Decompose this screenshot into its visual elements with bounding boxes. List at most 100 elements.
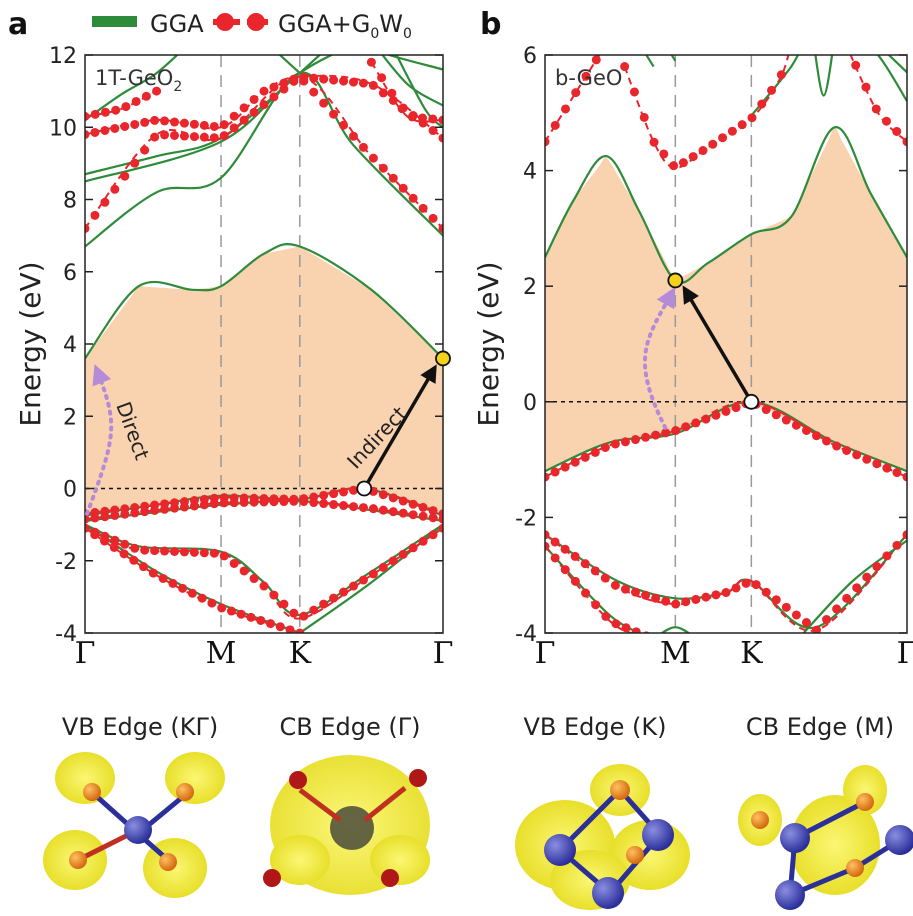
gw-data-point [882, 463, 892, 473]
gw-data-point [377, 73, 387, 83]
gw-data-point [842, 593, 852, 603]
gw-data-point [109, 542, 119, 552]
gw-data-point [721, 588, 731, 598]
gw-data-point [398, 496, 408, 506]
gw-data-point [378, 490, 388, 500]
gw-data-point [659, 149, 669, 159]
gw-data-point [199, 120, 209, 130]
gw-data-point [170, 503, 179, 513]
gw-data-point [751, 580, 761, 590]
gw-data-point [428, 114, 438, 124]
gw-data-point [150, 505, 160, 515]
gw-data-point [378, 88, 388, 98]
gw-data-point [771, 595, 781, 605]
gw-data-point [781, 602, 791, 612]
y-tick-label: 0 [523, 391, 537, 416]
y-tick-label: 2 [523, 275, 537, 300]
gw-band [545, 55, 601, 143]
gw-data-point [388, 493, 398, 503]
gw-data-point [349, 502, 358, 512]
gw-band [849, 55, 907, 143]
material-label-a: 1T-GeO2 [95, 66, 182, 95]
gga-band [660, 626, 691, 633]
gw-data-point [852, 583, 862, 593]
gw-data-point [787, 39, 796, 48]
gw-data-point [776, 70, 786, 80]
gw-data-point [600, 443, 610, 453]
gw-data-point [601, 611, 611, 621]
gw-data-point [661, 596, 671, 606]
gw-data-point [378, 562, 388, 572]
gw-data-point [727, 126, 737, 136]
gw-data-point [329, 593, 339, 603]
gw-data-point [289, 608, 299, 618]
gw-data-point [189, 119, 199, 129]
k-point-label: Γ [535, 636, 556, 671]
gw-data-point [150, 546, 160, 556]
gw-data-point [249, 107, 259, 117]
gw-data-point [239, 566, 249, 576]
gw-data-point [661, 428, 671, 438]
gw-data-point [209, 121, 219, 131]
gw-data-point [861, 82, 871, 92]
gw-data-point [358, 575, 368, 585]
gw-data-point [771, 410, 781, 420]
gw-data-point [791, 610, 801, 620]
cbm-marker [667, 272, 684, 289]
gw-data-point [119, 549, 129, 559]
gw-data-point [550, 467, 560, 477]
orbital-image-vb-b [515, 764, 690, 910]
gw-data-point [812, 625, 821, 633]
legend-gw-label: GGA+G0W0 [278, 10, 412, 42]
gw-data-point [881, 116, 891, 126]
gw-band [545, 400, 907, 478]
gw-data-point [209, 548, 219, 558]
gw-data-point [629, 87, 639, 97]
gw-data-point [358, 503, 368, 513]
gw-data-point [85, 223, 90, 233]
gw-data-point [100, 512, 110, 522]
gw-data-point [610, 439, 620, 449]
gw-data-point [757, 99, 767, 109]
y-tick-label: 10 [49, 116, 77, 141]
gw-data-point [85, 523, 90, 533]
gga-band [876, 55, 907, 102]
gw-data-point [545, 541, 550, 551]
gw-data-point [339, 76, 349, 86]
gw-data-point [669, 161, 679, 171]
gw-data-point [170, 130, 179, 140]
gw-data-point [269, 497, 279, 507]
gga-band [381, 55, 443, 107]
gw-data-point [239, 103, 249, 113]
gw-data-point [641, 590, 651, 600]
gw-data-point [378, 163, 388, 173]
gw-data-point [620, 437, 630, 447]
gw-data-point [428, 126, 438, 136]
gw-data-point [407, 112, 417, 122]
gw-data-point [295, 628, 305, 633]
gw-data-point [309, 605, 319, 615]
y-tick-label: -4 [515, 622, 537, 647]
gw-data-point [832, 441, 842, 451]
gw-data-point [168, 578, 178, 588]
gw-data-point [388, 507, 398, 517]
gw-data-point [349, 581, 358, 591]
gw-data-point [129, 555, 139, 565]
gw-data-point [217, 603, 227, 613]
gw-data-point [269, 92, 279, 102]
k-point-label: M [206, 636, 237, 671]
bands-b [545, 39, 907, 633]
gw-data-point [309, 87, 319, 97]
gw-data-point [842, 445, 852, 455]
gw-data-point [160, 546, 170, 556]
gw-data-point [219, 120, 229, 130]
gw-data-point [131, 96, 141, 106]
gw-data-point [358, 142, 368, 152]
y-axis-ticks-a: -4 -2 0 2 4 6 8 10 12 [49, 44, 443, 647]
gw-data-point [179, 118, 189, 128]
gw-data-point [545, 530, 550, 540]
legend-gw-swatch [213, 13, 268, 31]
gw-data-point [246, 612, 256, 622]
k-point-label: M [660, 636, 691, 671]
gw-data-point [902, 530, 907, 540]
